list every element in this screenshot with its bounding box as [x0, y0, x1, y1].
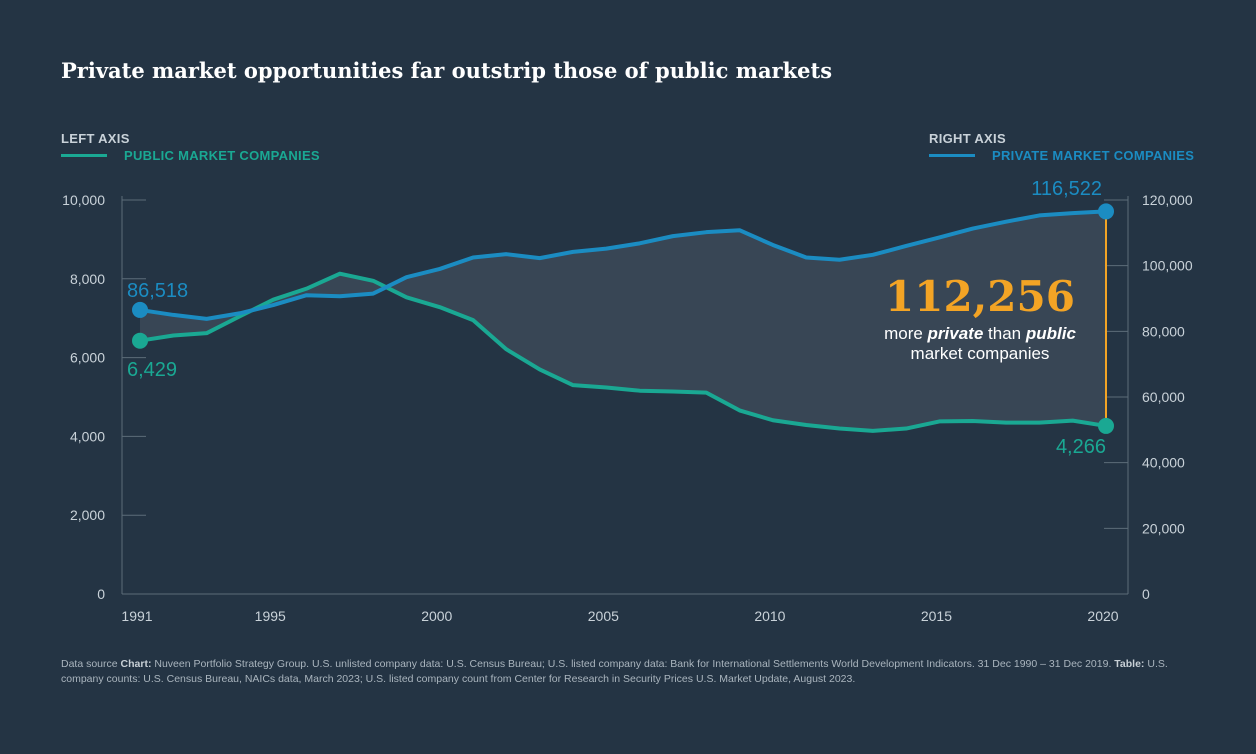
right-axis-label: RIGHT AXIS — [929, 131, 1006, 146]
x-tick-label: 2000 — [421, 608, 452, 624]
difference-caption-line2: market companies — [911, 344, 1050, 363]
difference-value: 112,256 — [885, 272, 1075, 321]
right-tick-label: 120,000 — [1142, 192, 1193, 208]
private-start-marker — [132, 301, 148, 318]
legend-left: LEFT AXIS PUBLIC MARKET COMPANIES — [61, 131, 320, 163]
private-start-label: 86,518 — [127, 280, 188, 302]
left-axis-label: LEFT AXIS — [61, 131, 130, 146]
public-start-label: 6,429 — [127, 359, 177, 381]
footnote-chart-text: Nuveen Portfolio Strategy Group. U.S. un… — [151, 658, 1115, 670]
x-tick-label: 2020 — [1087, 608, 1118, 624]
private-legend-label: PRIVATE MARKET COMPANIES — [992, 148, 1195, 163]
footnote: Data source Chart: Nuveen Portfolio Stra… — [61, 657, 1191, 687]
x-tick-label: 1991 — [121, 608, 152, 624]
public-end-marker — [1098, 417, 1114, 434]
left-tick-label: 8,000 — [70, 271, 105, 287]
footnote-table-label: Table: — [1114, 658, 1145, 670]
private-end-marker — [1098, 203, 1114, 220]
left-tick-label: 0 — [97, 586, 105, 602]
legend-right: RIGHT AXIS PRIVATE MARKET COMPANIES — [929, 131, 1194, 163]
caption-than: than — [983, 324, 1026, 343]
private-market-line — [138, 209, 1108, 321]
footnote-prefix: Data source — [61, 658, 121, 670]
x-tick-label: 2015 — [921, 608, 952, 624]
caption-private: private — [927, 324, 984, 343]
public-end-label: 4,266 — [1056, 436, 1106, 458]
x-tick-label: 2010 — [754, 608, 785, 624]
public-market-line — [138, 271, 1108, 433]
left-tick-label: 4,000 — [70, 428, 105, 444]
right-tick-label: 20,000 — [1142, 520, 1185, 536]
public-legend-swatch — [61, 154, 107, 157]
right-tick-label: 40,000 — [1142, 455, 1185, 471]
private-end-label: 116,522 — [1031, 178, 1102, 200]
footnote-chart-label: Chart: — [120, 658, 152, 670]
footnote-table-text: U.S. company counts: U.S. Census Bureau,… — [61, 658, 1168, 685]
x-tick-label: 1995 — [255, 608, 286, 624]
difference-caption-line1: more private than public — [884, 324, 1076, 343]
caption-public: public — [1025, 324, 1077, 343]
caption-more: more — [884, 324, 927, 343]
chart-title: Private market opportunities far outstri… — [61, 58, 833, 83]
private-legend-swatch — [929, 154, 975, 157]
left-tick-label: 10,000 — [62, 192, 105, 208]
right-tick-label: 0 — [1142, 586, 1150, 602]
public-legend-label: PUBLIC MARKET COMPANIES — [124, 148, 320, 163]
x-tick-label: 2005 — [588, 608, 619, 624]
right-tick-label: 60,000 — [1142, 389, 1185, 405]
left-tick-label: 2,000 — [70, 507, 105, 523]
right-tick-label: 80,000 — [1142, 323, 1185, 339]
public-start-marker — [132, 332, 148, 349]
left-tick-label: 6,000 — [70, 350, 105, 366]
gap-shaded-area — [140, 211, 1106, 431]
right-tick-label: 100,000 — [1142, 258, 1193, 274]
